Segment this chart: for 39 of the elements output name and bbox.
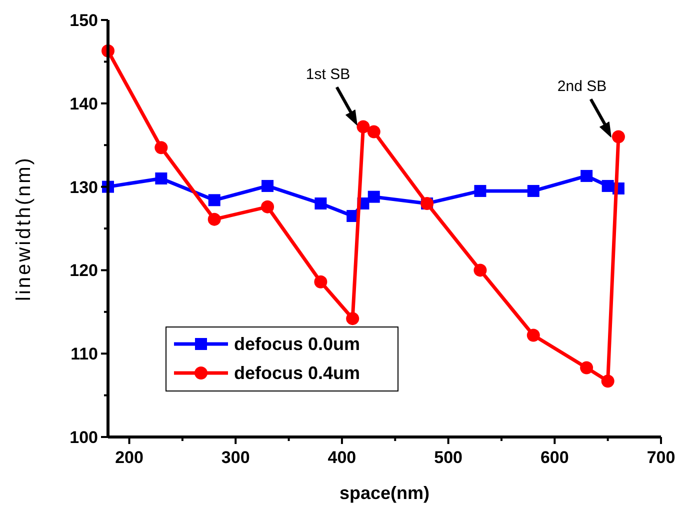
y-tick-label: 110 [70, 344, 98, 364]
point [208, 212, 221, 226]
point [314, 197, 327, 210]
point [526, 328, 540, 342]
point [154, 141, 168, 154]
y-tick-label: 120 [70, 261, 98, 280]
x-tick-label: 400 [328, 448, 356, 467]
point [580, 361, 594, 374]
point [367, 125, 380, 138]
annotation: 2nd SB [557, 78, 607, 95]
point [474, 264, 487, 277]
x-tick-label: 500 [434, 448, 462, 467]
point [474, 184, 486, 197]
point [261, 200, 274, 214]
legend-label: defocus 0.4um [234, 363, 360, 383]
x-tick-label: 300 [221, 448, 250, 467]
y-tick-label: 130 [70, 178, 98, 197]
point [580, 170, 593, 182]
point [612, 130, 625, 144]
x-tick-label: 700 [646, 448, 675, 467]
point [262, 180, 274, 192]
point [346, 312, 360, 326]
x-axis-title: space(nm) [339, 483, 430, 503]
point [208, 194, 220, 206]
y-axis-title: linewidth(nm) [13, 156, 35, 301]
x-tick-label: 600 [540, 448, 569, 467]
legend-label: defocus 0.0um [234, 334, 360, 354]
point [527, 184, 540, 197]
point [602, 180, 614, 192]
annotation: 1st SB [306, 66, 350, 83]
y-tick-label: 100 [70, 428, 98, 447]
x-tick-label: 200 [115, 448, 144, 467]
point [368, 190, 380, 203]
point [356, 120, 370, 134]
y-tick-label: 140 [70, 94, 98, 114]
point [314, 275, 328, 288]
point [601, 374, 614, 388]
point [155, 172, 168, 184]
y-tick-label: 150 [70, 11, 98, 30]
